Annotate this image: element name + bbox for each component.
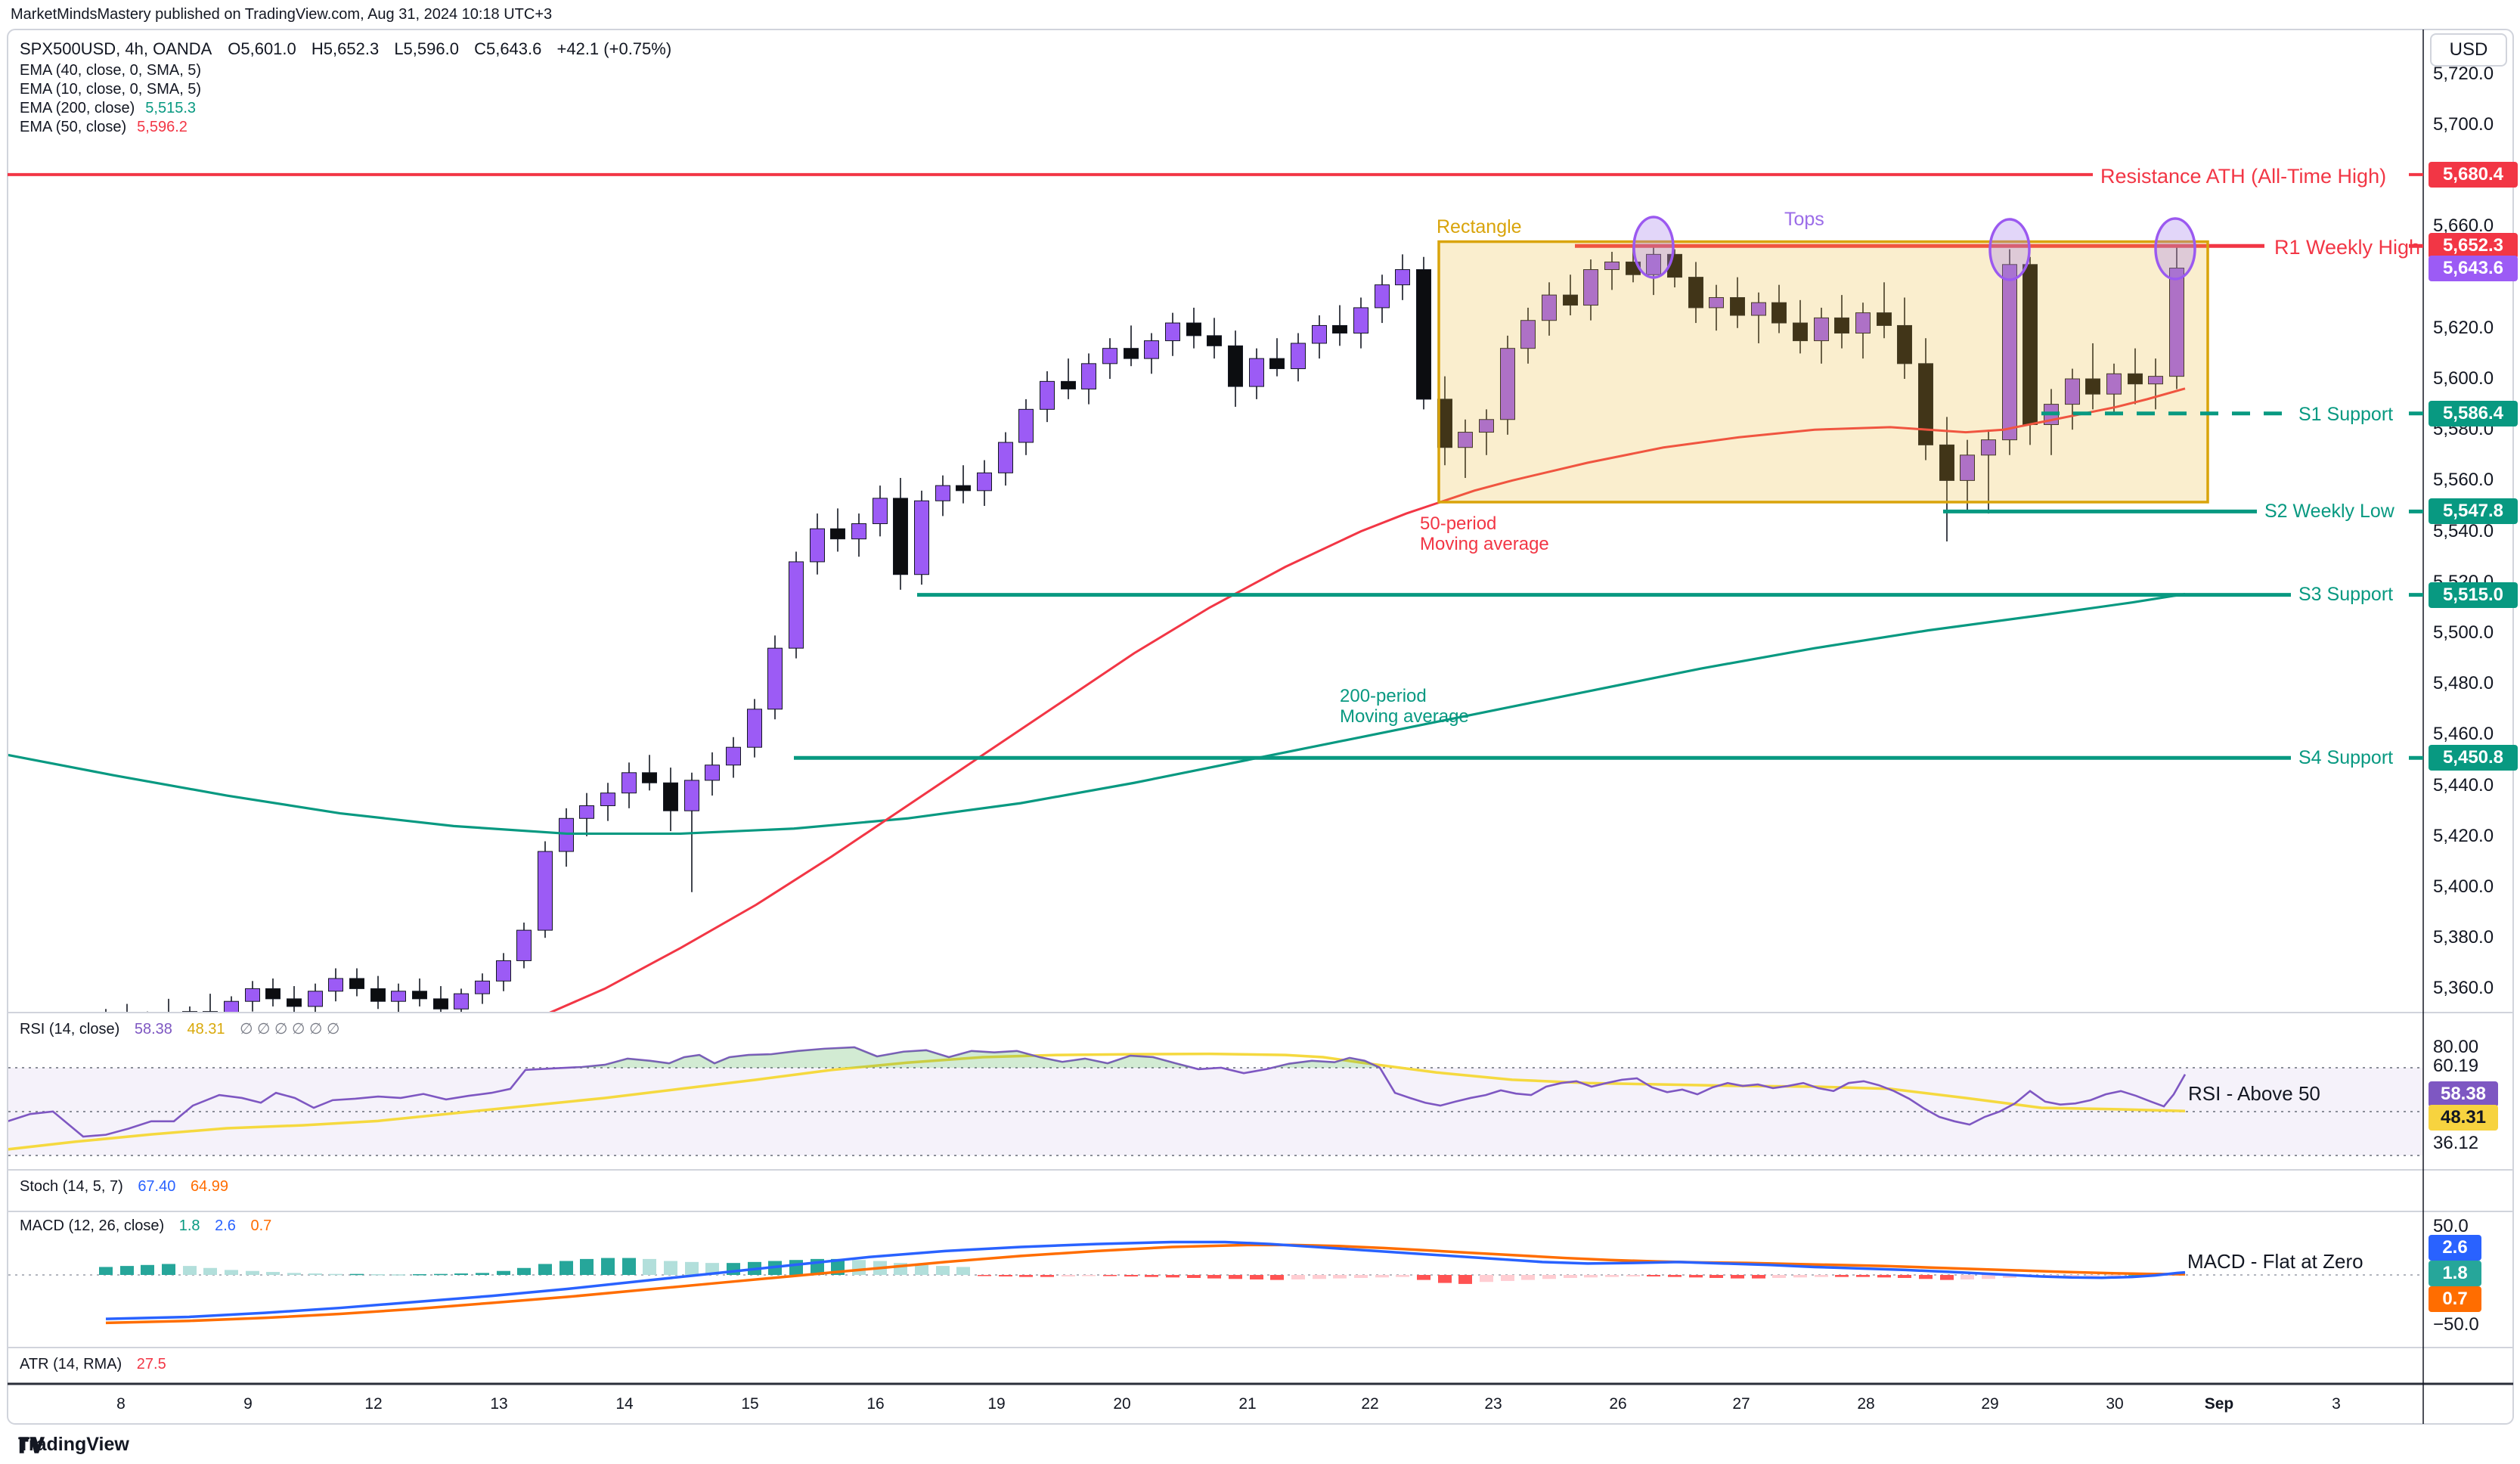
atr-value: 27.5	[136, 1356, 166, 1372]
legend-ema10[interactable]: EMA (10, close, 0, SMA, 5)	[20, 81, 202, 98]
rsi-badge: 58.38	[2429, 1081, 2498, 1107]
time-label: 26	[1609, 1395, 1627, 1413]
time-label: 12	[364, 1395, 383, 1413]
price-badge: 5,515.0	[2429, 582, 2518, 608]
macd-tick: 50.0	[2433, 1216, 2469, 1236]
time-label: 15	[741, 1395, 759, 1413]
rsi-value-1: 58.38	[134, 1021, 172, 1038]
legend-stoch[interactable]: Stoch (14, 5, 7) 67.40 64.99	[20, 1178, 228, 1195]
price-tick: 5,440.0	[2433, 774, 2494, 796]
publisher-line: MarketMindsMastery published on TradingV…	[11, 6, 553, 23]
legend-ema40[interactable]: EMA (40, close, 0, SMA, 5)	[20, 62, 202, 79]
time-label: 13	[490, 1395, 508, 1413]
price-badge: 5,450.8	[2429, 745, 2518, 771]
price-tick: 5,660.0	[2433, 216, 2494, 237]
annotation-s3-support: S3 Support	[2298, 584, 2394, 605]
price-badge: 5,652.3	[2429, 233, 2518, 259]
time-label: 3	[2332, 1395, 2341, 1413]
ohlc-low: L5,596.0	[394, 39, 459, 58]
rsi-tick: 60.19	[2433, 1056, 2479, 1076]
annotation-rsi-note: RSI - Above 50	[2188, 1082, 2320, 1105]
rsi-tick: 80.00	[2433, 1037, 2479, 1057]
annotation-resistance-ath: Resistance ATH (All-Time High)	[2100, 165, 2387, 188]
time-label: 19	[987, 1395, 1006, 1413]
macd-value-1: 1.8	[178, 1217, 200, 1234]
price-tick: 5,600.0	[2433, 368, 2494, 389]
time-label: 28	[1857, 1395, 1875, 1413]
time-label: 16	[866, 1395, 885, 1413]
price-tick: 5,460.0	[2433, 724, 2494, 745]
price-badge: 5,680.4	[2429, 161, 2518, 188]
time-label: 27	[1732, 1395, 1750, 1413]
annotation-ma50: 50-period Moving average	[1420, 513, 1549, 554]
price-tick: 5,620.0	[2433, 317, 2494, 338]
ema50-value: 5,596.2	[137, 119, 188, 135]
ohlc-close: C5,643.6	[474, 39, 542, 58]
macd-badge: 2.6	[2429, 1235, 2481, 1261]
ema200-value: 5,515.3	[145, 100, 197, 116]
price-tick: 5,420.0	[2433, 825, 2494, 846]
annotation-macd-note: MACD - Flat at Zero	[2187, 1250, 2363, 1273]
time-label: 21	[1238, 1395, 1257, 1413]
time-label: 9	[243, 1395, 253, 1413]
ohlc-open: O5,601.0	[228, 39, 296, 58]
tradingview-logo-icon	[19, 1437, 45, 1453]
macd-tick: −50.0	[2433, 1314, 2479, 1335]
macd-value-3: 0.7	[250, 1217, 272, 1234]
annotation-s2-weekly-low: S2 Weekly Low	[2264, 501, 2394, 522]
rsi-null-values: ∅ ∅ ∅ ∅ ∅ ∅	[240, 1021, 340, 1038]
legend-atr[interactable]: ATR (14, RMA) 27.5	[20, 1356, 166, 1372]
annotation-s4-support: S4 Support	[2298, 747, 2394, 768]
price-badge: 5,643.6	[2429, 255, 2518, 281]
price-tick: 5,500.0	[2433, 622, 2494, 643]
stoch-value-1: 67.40	[138, 1178, 176, 1195]
price-tick: 5,560.0	[2433, 470, 2494, 491]
time-label: 8	[116, 1395, 126, 1413]
price-tick: 5,700.0	[2433, 114, 2494, 135]
currency-axis-button[interactable]: USD	[2430, 33, 2507, 67]
price-badge: 5,586.4	[2429, 400, 2518, 426]
symbol-title: SPX500USD, 4h, OANDA	[20, 39, 212, 58]
legend-rsi[interactable]: RSI (14, close) 58.38 48.31 ∅ ∅ ∅ ∅ ∅ ∅	[20, 1021, 340, 1038]
time-label: 30	[2106, 1395, 2124, 1413]
annotation-tops: Tops	[1784, 209, 1824, 230]
tradingview-logo[interactable]: TradingView	[18, 1434, 129, 1456]
annotation-rectangle: Rectangle	[1437, 216, 1522, 237]
time-label: 23	[1484, 1395, 1502, 1413]
macd-value-2: 2.6	[215, 1217, 236, 1234]
time-label: 22	[1361, 1395, 1379, 1413]
price-tick: 5,360.0	[2433, 978, 2494, 999]
legend-ema50[interactable]: EMA (50, close) 5,596.2	[20, 119, 188, 135]
price-tick: 5,380.0	[2433, 927, 2494, 948]
rsi-value-2: 48.31	[187, 1021, 225, 1038]
ohlc-change: +42.1 (+0.75%)	[556, 39, 672, 58]
time-label: Sep	[2204, 1395, 2234, 1413]
stoch-value-2: 64.99	[190, 1178, 228, 1195]
price-tick: 5,400.0	[2433, 876, 2494, 897]
legend-macd[interactable]: MACD (12, 26, close) 1.8 2.6 0.7	[20, 1217, 272, 1234]
annotation-ma200: 200-period Moving average	[1340, 686, 1469, 727]
macd-badge: 0.7	[2429, 1286, 2481, 1312]
ohlc-high: H5,652.3	[311, 39, 380, 58]
time-label: 29	[1981, 1395, 1999, 1413]
time-label: 14	[615, 1395, 634, 1413]
annotation-r1-weekly-high: R1 Weekly High	[2274, 236, 2421, 259]
rsi-tick: 36.12	[2433, 1133, 2479, 1153]
rsi-badge: 48.31	[2429, 1105, 2498, 1131]
macd-badge: 1.8	[2429, 1261, 2481, 1286]
symbol-legend[interactable]: SPX500USD, 4h, OANDA O5,601.0 H5,652.3 L…	[20, 39, 671, 59]
price-badge: 5,547.8	[2429, 498, 2518, 525]
price-tick: 5,480.0	[2433, 673, 2494, 694]
price-tick: 5,720.0	[2433, 63, 2494, 84]
time-label: 20	[1113, 1395, 1131, 1413]
price-tick: 5,540.0	[2433, 520, 2494, 541]
annotation-s1-support: S1 Support	[2298, 404, 2394, 425]
legend-ema200[interactable]: EMA (200, close) 5,515.3	[20, 100, 197, 116]
